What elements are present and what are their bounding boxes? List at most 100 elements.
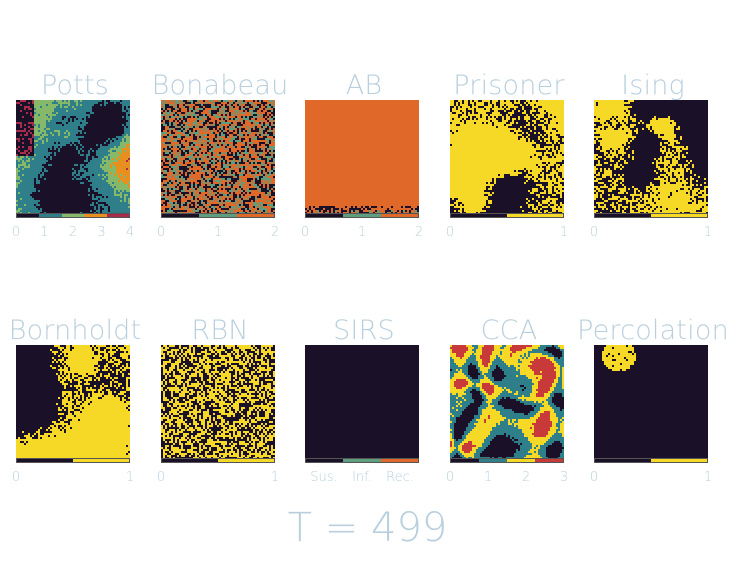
colorbar-tick-label: 4 xyxy=(125,225,135,240)
lattice-canvas xyxy=(594,100,708,214)
colorbar xyxy=(305,458,419,463)
colorbar-ticks: 0 1 2 3 4 xyxy=(12,225,134,241)
colorbar xyxy=(594,213,708,218)
panel-ab: AB 0 1 2 xyxy=(289,70,439,240)
lattice-canvas xyxy=(305,345,419,459)
colorbar xyxy=(594,458,708,463)
panel-sirs: SIRS Sus. Inf. Rec. xyxy=(289,315,439,485)
colorbar-tick-label: 0 xyxy=(300,225,310,240)
lattice-canvas xyxy=(161,345,275,459)
lattice-canvas xyxy=(450,100,564,214)
panel-cca: CCA 0 1 2 3 xyxy=(434,315,584,485)
colorbar-tick-label: 1 xyxy=(357,225,367,240)
colorbar xyxy=(450,458,564,463)
colorbar-segment xyxy=(507,459,535,462)
colorbar-segment xyxy=(236,214,274,217)
colorbar-tick-label: 1 xyxy=(703,470,713,485)
colorbar xyxy=(450,213,564,218)
panel-title: Bornholdt xyxy=(8,315,142,346)
colorbar-segment xyxy=(17,214,40,217)
colorbar-ticks: 0 1 2 3 xyxy=(446,470,568,486)
colorbar xyxy=(161,458,275,463)
lattice-canvas xyxy=(305,100,419,214)
panel-title: Percolation xyxy=(577,315,729,346)
colorbar-tick-label: 0 xyxy=(156,470,166,485)
colorbar-ticks: 0 1 2 xyxy=(157,225,279,241)
lattice-canvas xyxy=(450,345,564,459)
panel-title: RBN xyxy=(191,315,249,346)
lattice-canvas xyxy=(16,345,130,459)
colorbar-segment xyxy=(535,459,563,462)
panel-title: Bonabeau xyxy=(151,70,289,101)
colorbar-segment xyxy=(651,459,707,462)
colorbar-ticks: Sus. Inf. Rec. xyxy=(305,470,419,486)
panel-title: Prisoner xyxy=(453,70,565,101)
panel-title: SIRS xyxy=(333,315,395,346)
colorbar-tick-label: 1 xyxy=(559,225,569,240)
colorbar-tick-label: 1 xyxy=(703,225,713,240)
colorbar-tick-label: 0 xyxy=(589,225,599,240)
colorbar-tick-label: 0 xyxy=(11,225,21,240)
colorbar-tick-label: 3 xyxy=(97,225,106,240)
colorbar-ticks: 0 1 2 xyxy=(301,225,423,241)
colorbar-segment xyxy=(479,459,507,462)
colorbar-segment xyxy=(306,214,344,217)
time-step-label: T = 499 xyxy=(287,505,448,551)
lattice-canvas xyxy=(594,345,708,459)
colorbar-tick-label: 1 xyxy=(270,470,280,485)
panel-potts: Potts 0 1 2 3 4 xyxy=(0,70,150,240)
colorbar-segment xyxy=(595,459,651,462)
colorbar-segment xyxy=(162,214,200,217)
colorbar-segment xyxy=(73,459,129,462)
colorbar xyxy=(16,458,130,463)
lattice-canvas xyxy=(161,100,275,214)
colorbar-segment xyxy=(162,459,218,462)
colorbar-segment xyxy=(380,214,418,217)
colorbar-tick-label: 1 xyxy=(483,470,493,485)
colorbar-segment xyxy=(380,459,418,462)
panel-title: AB xyxy=(345,70,383,101)
colorbar xyxy=(16,213,130,218)
colorbar xyxy=(161,213,275,218)
colorbar-tick-label: 0 xyxy=(445,470,455,485)
panel-title: Potts xyxy=(40,70,110,101)
panel-title: Ising xyxy=(621,70,685,101)
colorbar-tick-label: 2 xyxy=(270,225,280,240)
colorbar-tick-label: Sus. xyxy=(310,470,338,485)
colorbar-tick-label: Inf. xyxy=(352,470,372,485)
colorbar-tick-label: 1 xyxy=(125,470,135,485)
colorbar-tick-label: 2 xyxy=(521,470,531,485)
colorbar-segment xyxy=(343,214,381,217)
colorbar-tick-label: 0 xyxy=(11,470,21,485)
colorbar-segment xyxy=(61,214,85,217)
colorbar-segment xyxy=(595,214,651,217)
colorbar-segment xyxy=(306,459,344,462)
colorbar-tick-label: Rec. xyxy=(386,470,414,485)
colorbar-tick-label: 2 xyxy=(414,225,424,240)
colorbar-segment xyxy=(218,459,274,462)
panel-title: CCA xyxy=(480,315,538,346)
colorbar-tick-label: 1 xyxy=(40,225,49,240)
colorbar-tick-label: 0 xyxy=(156,225,166,240)
colorbar-segment xyxy=(451,214,507,217)
colorbar-tick-label: 1 xyxy=(213,225,223,240)
colorbar-segment xyxy=(84,214,107,217)
colorbar-segment xyxy=(507,214,563,217)
colorbar-segment xyxy=(17,459,73,462)
panel-bonabeau: Bonabeau 0 1 2 xyxy=(145,70,295,240)
colorbar-tick-label: 2 xyxy=(68,225,78,240)
colorbar-tick-label: 0 xyxy=(445,225,455,240)
colorbar-tick-label: 3 xyxy=(559,470,569,485)
colorbar-segment xyxy=(651,214,707,217)
colorbar xyxy=(305,213,419,218)
